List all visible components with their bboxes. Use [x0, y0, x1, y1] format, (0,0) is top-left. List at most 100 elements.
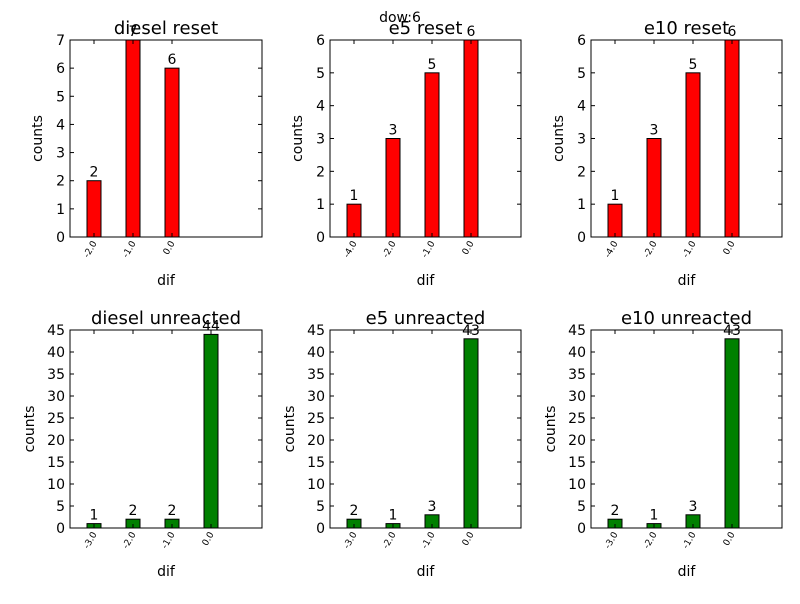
y-tick-label: 4	[56, 117, 65, 133]
bar	[86, 180, 102, 238]
bar	[685, 72, 701, 238]
data-label: 1	[350, 188, 359, 204]
y-tick-label: 35	[307, 367, 325, 383]
y-tick-label: 10	[307, 477, 325, 493]
axes-frame	[329, 329, 522, 529]
x-axis-label: dif	[417, 564, 436, 580]
y-tick-label: 15	[47, 455, 65, 471]
x-tick-label: -3.0	[82, 530, 100, 550]
y-tick-label: 20	[307, 433, 325, 449]
y-tick-label: 5	[56, 499, 65, 515]
x-tick-label: -3.0	[603, 530, 621, 550]
y-tick-label: 20	[568, 433, 586, 449]
data-label: 2	[90, 165, 99, 181]
y-tick-label: 30	[307, 389, 325, 405]
y-tick-label: 40	[307, 345, 325, 361]
y-tick-label: 5	[56, 89, 65, 105]
x-tick-label: -2.0	[381, 530, 399, 550]
x-tick-label: -2.0	[642, 239, 660, 259]
y-axis-label: counts	[282, 406, 298, 453]
bar	[385, 138, 401, 238]
y-tick-label: 10	[47, 477, 65, 493]
data-label: 2	[168, 503, 177, 519]
y-tick-label: 15	[568, 455, 586, 471]
y-tick-label: 40	[47, 345, 65, 361]
x-tick-label: 0.0	[461, 239, 477, 257]
y-axis-label: counts	[22, 406, 38, 453]
y-tick-label: 25	[307, 411, 325, 427]
x-tick-label: -1.0	[160, 530, 178, 550]
x-tick-label: -2.0	[82, 239, 100, 259]
subplot-title: e10 unreacted	[621, 308, 752, 329]
y-tick-label: 5	[577, 66, 586, 82]
data-label: 5	[428, 57, 437, 73]
y-axis-label: counts	[290, 115, 306, 162]
y-tick-label: 3	[577, 132, 586, 148]
x-axis-label: dif	[678, 564, 697, 580]
figure-suptitle: dow:6	[379, 10, 421, 26]
x-tick-label: 0.0	[461, 530, 477, 548]
subplot-2: 1 3 5 6 0 1 2 3 4 5 6 -4.0 -2.0 -1.0 0.0 e5 reset dif cou…	[290, 18, 522, 289]
y-tick-label: 25	[47, 411, 65, 427]
y-tick-label: 40	[568, 345, 586, 361]
y-tick-label: 1	[56, 202, 65, 218]
bar	[424, 72, 440, 238]
subplot-title: diesel unreacted	[91, 308, 241, 329]
data-label: 7	[129, 24, 138, 40]
data-label: 6	[728, 24, 737, 40]
y-axis-label: counts	[543, 406, 559, 453]
y-tick-label: 45	[568, 323, 586, 339]
y-tick-label: 35	[47, 367, 65, 383]
bar	[203, 333, 219, 529]
bar	[346, 203, 362, 238]
bar	[724, 338, 740, 529]
x-tick-label: -1.0	[681, 239, 699, 259]
subplot-3: 1 3 5 6 0 1 2 3 4 5 6 -4.0 -2.0 -1.0 0.0 e10 reset dif co…	[551, 18, 783, 289]
x-tick-label: -1.0	[420, 239, 438, 259]
y-tick-label: 2	[316, 164, 325, 180]
y-tick-label: 3	[56, 146, 65, 162]
data-label: 1	[389, 508, 398, 524]
y-tick-label: 5	[577, 499, 586, 515]
bar	[125, 39, 141, 238]
y-tick-label: 25	[568, 411, 586, 427]
data-label: 6	[168, 52, 177, 68]
y-tick-label: 7	[56, 33, 65, 49]
y-tick-label: 4	[316, 99, 325, 115]
y-tick-label: 30	[568, 389, 586, 405]
subplot-title: e5 unreacted	[366, 308, 486, 329]
bar	[164, 67, 180, 238]
data-label: 3	[428, 499, 437, 515]
y-tick-label: 45	[307, 323, 325, 339]
bar	[724, 39, 740, 238]
y-tick-label: 45	[47, 323, 65, 339]
data-label: 1	[90, 508, 99, 524]
x-tick-label: -2.0	[381, 239, 399, 259]
data-label: 2	[611, 503, 620, 519]
y-tick-label: 1	[577, 197, 586, 213]
x-axis-label: dif	[417, 273, 436, 289]
y-tick-label: 0	[56, 230, 65, 246]
y-tick-label: 6	[56, 61, 65, 77]
x-tick-label: -1.0	[681, 530, 699, 550]
data-label: 3	[389, 123, 398, 139]
y-tick-label: 5	[316, 66, 325, 82]
data-label: 3	[650, 123, 659, 139]
subplot-1: 2 7 6 0 1 2 3 4 5 6 7 -2.0 -1.0 0.0 diesel reset dif cou…	[30, 18, 263, 289]
x-tick-label: -1.0	[420, 530, 438, 550]
bar	[607, 203, 623, 238]
x-tick-label: 0.0	[201, 530, 217, 548]
y-tick-label: 20	[47, 433, 65, 449]
x-tick-label: -4.0	[342, 239, 360, 259]
y-tick-label: 6	[316, 33, 325, 49]
data-label: 1	[611, 188, 620, 204]
y-tick-label: 4	[577, 99, 586, 115]
x-tick-label: -2.0	[642, 530, 660, 550]
y-tick-label: 30	[47, 389, 65, 405]
y-tick-label: 0	[577, 230, 586, 246]
y-tick-label: 10	[568, 477, 586, 493]
x-tick-label: 0.0	[722, 239, 738, 257]
x-tick-label: -1.0	[121, 239, 139, 259]
